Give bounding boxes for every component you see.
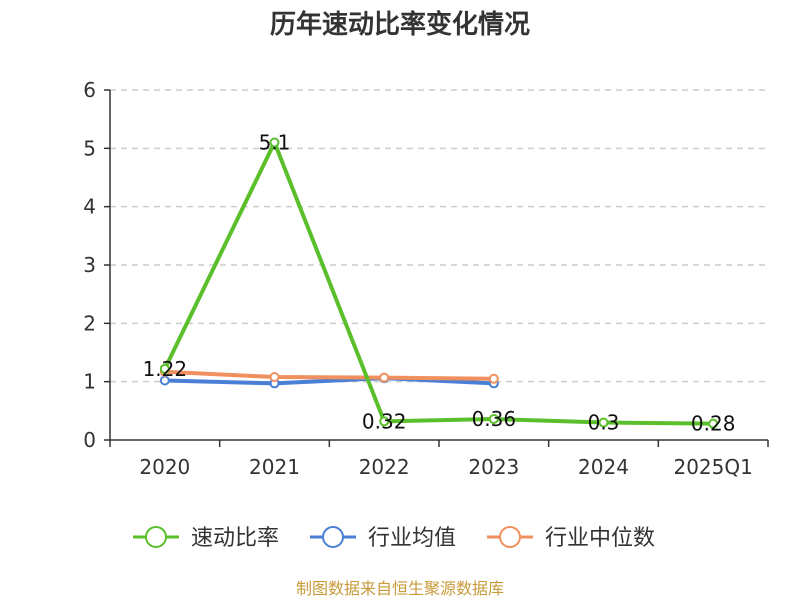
series-layer <box>159 137 719 429</box>
y-tick-label: 1 <box>83 370 96 394</box>
series-line-1 <box>164 376 494 386</box>
data-labels: 1.22 5.1 0.32 0.36 0.3 0.28 <box>143 131 736 436</box>
legend-marker <box>322 526 344 548</box>
data-point[interactable] <box>159 363 170 374</box>
grid-lines <box>110 89 768 383</box>
data-label: 0.3 <box>588 411 620 435</box>
legend: 速动比率 行业均值 行业中位数 <box>133 526 655 551</box>
data-label: 0.32 <box>362 409 407 433</box>
legend-marker <box>499 526 521 548</box>
legend-marker <box>145 526 167 548</box>
y-tick-label: 6 <box>83 78 96 102</box>
legend-label[interactable]: 行业中位数 <box>545 526 655 551</box>
data-point[interactable] <box>708 418 719 429</box>
data-label: 0.28 <box>691 412 736 436</box>
y-tick-label: 0 <box>83 428 96 452</box>
data-point[interactable] <box>488 373 499 384</box>
chart-title: 历年速动比率变化情况 <box>270 9 530 40</box>
data-point[interactable] <box>269 372 280 382</box>
x-tick-label: 2023 <box>468 455 519 479</box>
x-tick-label: 2021 <box>249 455 300 479</box>
data-point[interactable] <box>379 372 390 383</box>
data-point[interactable] <box>379 416 390 427</box>
y-tick-label: 2 <box>83 311 96 335</box>
data-label: 0.36 <box>472 407 517 431</box>
data-point[interactable] <box>598 417 609 428</box>
data-point[interactable] <box>269 137 280 148</box>
legend-label[interactable]: 行业均值 <box>368 526 456 551</box>
x-tick-label: 2020 <box>139 455 190 479</box>
series-line-0 <box>163 140 714 426</box>
x-tick-label: 2022 <box>359 455 410 479</box>
legend-label[interactable]: 速动比率 <box>191 526 279 551</box>
x-tick-label: 2025Q1 <box>673 455 752 479</box>
data-point[interactable] <box>488 414 499 424</box>
axes: 0 1 2 3 4 5 6 2020 2021 2022 2023 2024 2025Q1 <box>83 78 769 479</box>
x-tick-label: 2024 <box>578 455 629 479</box>
y-tick-label: 3 <box>83 253 96 277</box>
data-label: 1.22 <box>143 357 188 381</box>
source-note: 制图数据来自恒生聚源数据库 <box>296 579 504 598</box>
y-tick-label: 5 <box>83 136 96 160</box>
data-label: 5.1 <box>259 131 291 155</box>
y-tick-label: 4 <box>83 195 96 219</box>
series-line-2 <box>164 369 494 381</box>
